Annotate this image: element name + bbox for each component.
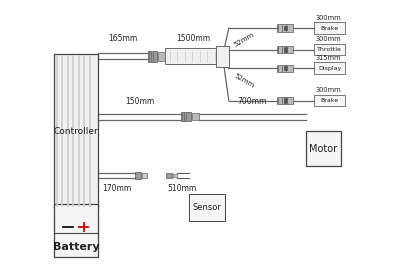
Text: 52mm: 52mm bbox=[233, 31, 255, 48]
Bar bbox=[284, 66, 287, 70]
Bar bbox=[277, 97, 293, 104]
Text: 315mm: 315mm bbox=[315, 55, 341, 61]
Bar bbox=[284, 26, 287, 30]
Bar bbox=[216, 46, 229, 67]
Bar bbox=[148, 51, 157, 62]
Bar bbox=[166, 173, 172, 178]
Bar bbox=[314, 22, 345, 34]
Bar bbox=[284, 98, 287, 103]
Bar bbox=[284, 47, 287, 52]
Bar bbox=[54, 54, 98, 209]
Bar bbox=[135, 172, 141, 179]
Text: Sensor: Sensor bbox=[193, 203, 221, 212]
Bar bbox=[277, 65, 293, 72]
Text: 300mm: 300mm bbox=[315, 36, 341, 42]
Text: 300mm: 300mm bbox=[315, 15, 341, 21]
Text: 170mm: 170mm bbox=[102, 184, 131, 193]
Text: 1500mm: 1500mm bbox=[176, 34, 210, 43]
Bar bbox=[277, 46, 293, 53]
Bar bbox=[189, 194, 225, 221]
Text: 165mm: 165mm bbox=[108, 34, 137, 43]
Bar bbox=[54, 204, 98, 257]
Bar bbox=[306, 131, 341, 166]
Bar bbox=[314, 95, 345, 106]
Bar bbox=[165, 48, 223, 64]
Text: Brake: Brake bbox=[321, 26, 339, 31]
Text: 52mm: 52mm bbox=[233, 73, 255, 89]
Text: Battery: Battery bbox=[52, 241, 99, 252]
Text: Motor: Motor bbox=[310, 144, 337, 154]
Bar bbox=[158, 52, 165, 61]
Bar bbox=[314, 62, 345, 74]
Text: Display: Display bbox=[318, 66, 341, 71]
Text: Brake: Brake bbox=[321, 98, 339, 103]
Text: 510mm: 510mm bbox=[167, 184, 197, 193]
Bar bbox=[192, 113, 199, 120]
Bar bbox=[314, 44, 345, 55]
Bar bbox=[181, 112, 191, 121]
Bar bbox=[277, 24, 293, 32]
Text: 150mm: 150mm bbox=[125, 97, 154, 106]
Bar bbox=[173, 174, 177, 177]
Text: Throttle: Throttle bbox=[317, 47, 342, 52]
Text: 300mm: 300mm bbox=[315, 87, 341, 93]
Text: Controller: Controller bbox=[54, 127, 98, 136]
Bar bbox=[142, 173, 147, 178]
Text: 700mm: 700mm bbox=[237, 97, 266, 106]
